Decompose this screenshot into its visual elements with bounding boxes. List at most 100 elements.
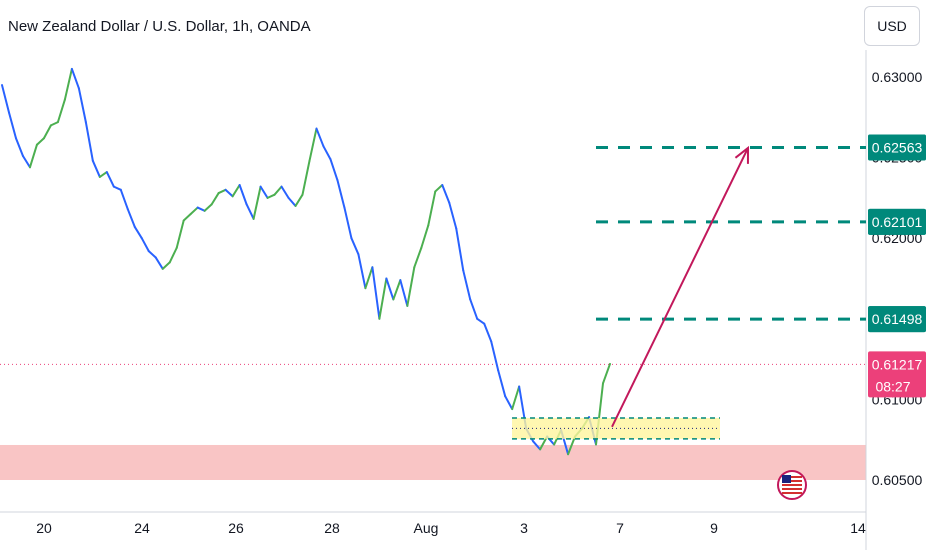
price-segment	[448, 201, 458, 230]
price-segment	[182, 213, 192, 222]
target-arrow-head	[734, 145, 750, 164]
y-tick-label: 0.63000	[872, 69, 923, 85]
price-segment	[98, 171, 108, 178]
currency-selector-button[interactable]: USD	[864, 6, 920, 46]
countdown-label: 08:27	[875, 378, 910, 394]
price-segment	[189, 206, 199, 216]
price-segment	[42, 124, 52, 140]
price-segment	[343, 206, 353, 240]
target-badge-2	[868, 208, 926, 235]
price-segment	[434, 184, 444, 193]
price-segment	[21, 154, 31, 169]
price-segment	[119, 188, 129, 211]
price-segment	[266, 193, 276, 199]
price-segment	[91, 159, 101, 178]
x-tick-label: 28	[324, 520, 340, 536]
target-badge-1	[868, 134, 926, 161]
price-segment	[105, 171, 115, 188]
flag-stripe	[782, 492, 802, 494]
x-tick-label: 7	[616, 520, 624, 536]
x-tick-label: 20	[36, 520, 52, 536]
price-segment	[203, 203, 213, 212]
flag-canton	[782, 475, 791, 483]
price-segment	[462, 269, 472, 301]
price-segment	[294, 193, 304, 207]
target-badge-label-1: 0.62563	[872, 139, 923, 155]
target-badge-3	[868, 306, 926, 333]
price-segment	[329, 158, 339, 182]
price-segment	[140, 237, 150, 253]
price-segment	[126, 208, 136, 228]
price-segment	[196, 206, 206, 212]
price-segment	[364, 266, 374, 290]
current-price-badge	[868, 351, 926, 398]
y-tick-label: 0.60500	[872, 472, 923, 488]
target-arrow	[611, 147, 749, 428]
price-segment	[217, 188, 227, 195]
price-segment	[413, 246, 423, 269]
price-segment	[322, 145, 332, 161]
price-segment	[154, 256, 164, 270]
target-badge-label-2: 0.62101	[872, 214, 923, 230]
price-segment	[35, 137, 45, 146]
price-segment	[238, 184, 248, 206]
chart-title: New Zealand Dollar / U.S. Dollar, 1h, OA…	[8, 18, 311, 35]
time-axis: 20 24 26 28 Aug 3 7 9 14	[0, 511, 866, 536]
price-segment	[469, 298, 479, 320]
price-segment	[455, 227, 465, 272]
support-zone	[0, 444, 866, 480]
price-segment	[28, 143, 38, 169]
price-segment	[490, 340, 500, 372]
us-flag-icon[interactable]	[777, 470, 807, 500]
x-tick-label: 14	[850, 520, 866, 536]
flag-stripe	[782, 484, 802, 486]
price-segment	[336, 179, 346, 209]
price-segment	[483, 322, 493, 343]
price-segment	[56, 98, 66, 124]
price-segment	[210, 192, 220, 206]
price-segment	[420, 224, 430, 249]
price-segment	[231, 184, 241, 198]
price-segment	[245, 203, 255, 220]
x-tick-label: 3	[520, 520, 528, 536]
price-segment	[427, 190, 437, 227]
x-tick-label: 9	[710, 520, 718, 536]
annotations	[512, 145, 866, 500]
price-segment	[133, 225, 143, 240]
price-segment	[301, 159, 311, 196]
price-segment	[1, 84, 10, 114]
price-segment	[399, 279, 409, 307]
price-segment	[308, 127, 318, 162]
price-segment	[70, 67, 80, 90]
price-segment	[315, 127, 325, 148]
price-segment	[357, 253, 367, 290]
current-price-label: 0.61217	[872, 356, 923, 372]
x-tick-label: 26	[228, 520, 244, 536]
price-segment	[49, 121, 59, 127]
price-segment	[532, 440, 542, 451]
price-segment	[252, 185, 262, 220]
price-segment	[168, 246, 178, 264]
price-segment	[14, 137, 24, 157]
price-segment	[567, 435, 577, 456]
price-segment	[392, 279, 402, 301]
price-segment	[280, 185, 290, 199]
price-segment	[602, 362, 611, 385]
target-badge-label-3: 0.61498	[872, 311, 923, 327]
x-tick-label: Aug	[414, 520, 439, 536]
price-segment	[161, 261, 171, 270]
price-segment	[511, 385, 521, 411]
price-segment	[371, 266, 381, 320]
price-segment	[259, 185, 269, 199]
price-segment	[504, 395, 514, 411]
flag-stripe	[782, 480, 802, 482]
price-segment	[406, 266, 416, 307]
price-segment	[497, 369, 507, 398]
price-segment	[441, 184, 451, 204]
plot-area	[0, 67, 866, 480]
price-segment	[287, 196, 297, 207]
price-segment	[350, 237, 360, 256]
price-segment	[175, 219, 185, 249]
price-segment	[7, 111, 17, 140]
